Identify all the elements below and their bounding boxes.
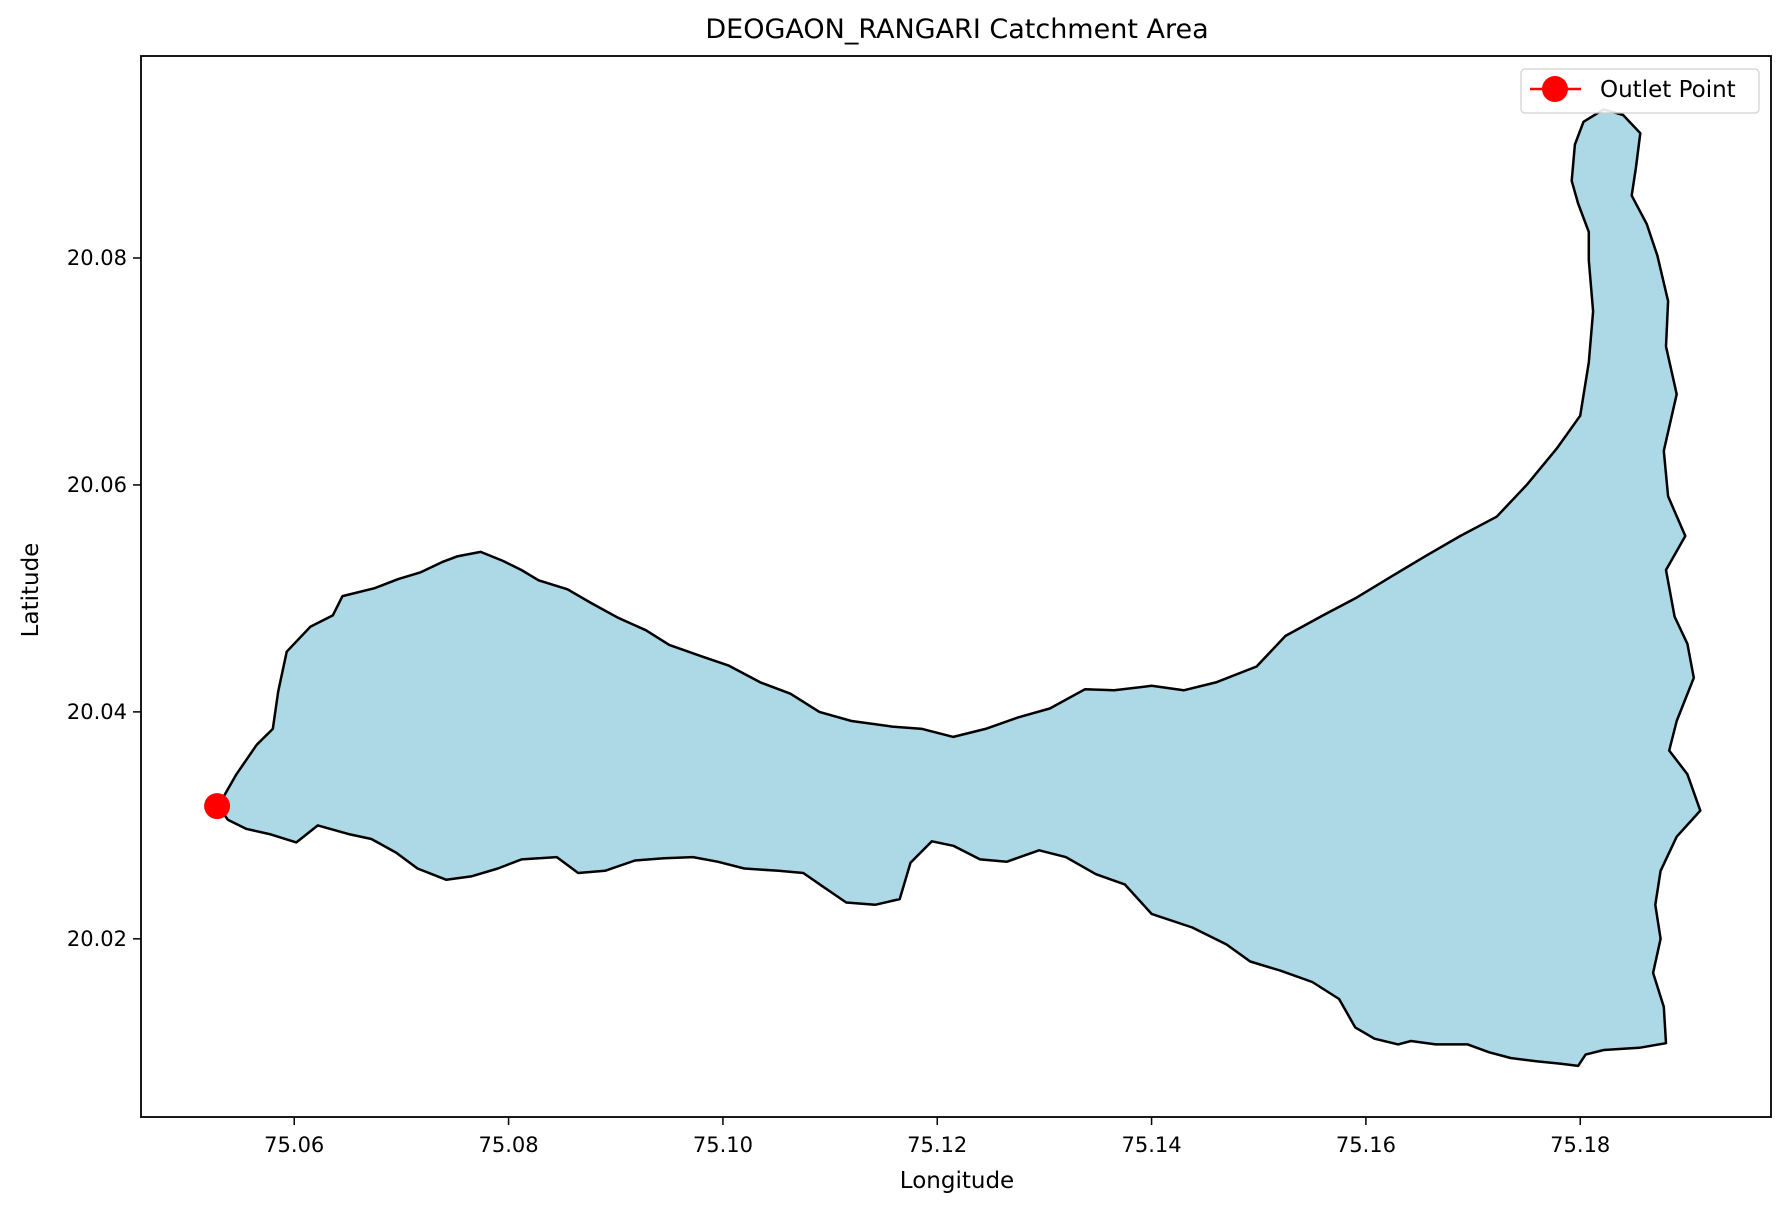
x-axis-ticks: 75.06 75.08 75.10 75.12 75.14 75.16 75.18: [264, 1117, 1610, 1157]
outlet-point: [204, 793, 231, 820]
legend-box: [1520, 68, 1760, 114]
x-tick-label: 75.10: [693, 1133, 753, 1157]
legend-marker-sample: [1542, 76, 1568, 102]
x-tick-label: 75.16: [1336, 1133, 1396, 1157]
y-axis-ticks: 20.02 20.04 20.06 20.08: [67, 246, 141, 951]
legend-entry-outlet-point: Outlet Point: [1600, 77, 1736, 103]
x-tick-label: 75.08: [479, 1133, 539, 1157]
outlet-point-marker: [204, 793, 231, 820]
x-tick-label: 75.06: [264, 1133, 324, 1157]
y-tick-label: 20.08: [67, 246, 127, 270]
y-tick-label: 20.06: [67, 473, 127, 497]
catchment-polygon: [216, 108, 1702, 1068]
x-tick-label: 75.12: [907, 1133, 967, 1157]
x-axis-label: Longitude: [900, 1168, 1014, 1194]
y-tick-label: 20.04: [67, 700, 127, 724]
y-tick-label: 20.02: [67, 927, 127, 951]
x-tick-label: 75.18: [1550, 1133, 1610, 1157]
plot-area: [204, 108, 1702, 1068]
chart-title: DEOGAON_RANGARI Catchment Area: [705, 14, 1208, 45]
y-axis-label: Latitude: [18, 543, 44, 638]
legend: Outlet Point: [1520, 68, 1760, 114]
plot-frame: [140, 55, 1772, 1118]
x-tick-label: 75.14: [1122, 1133, 1182, 1157]
